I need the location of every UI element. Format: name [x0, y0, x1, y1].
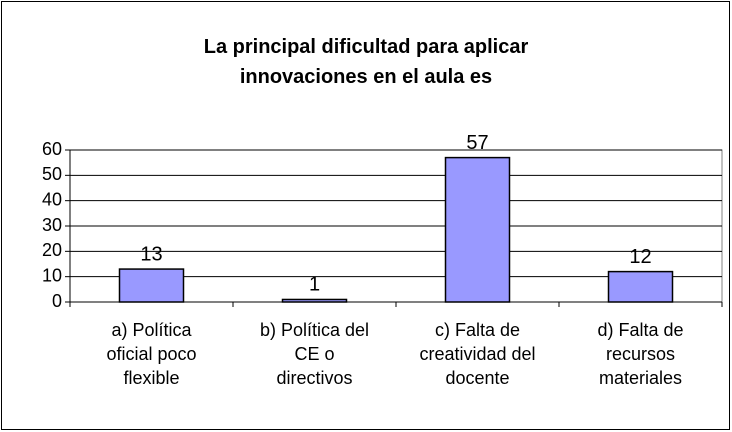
- y-tick-label: 10: [42, 265, 62, 285]
- data-label: 1: [309, 274, 320, 296]
- data-label: 12: [629, 246, 651, 268]
- bar: [607, 270, 674, 303]
- x-tick-label: c) Falta de creatividad del docente: [419, 320, 535, 388]
- chart-title: La principal dificultad para aplicar inno…: [204, 36, 529, 88]
- x-tick-label: a) Política oficial poco flexible: [106, 320, 196, 388]
- y-tick-label: 0: [52, 291, 62, 311]
- x-tick-label: b) Política del CE o directivos: [260, 320, 369, 388]
- bar: [281, 298, 348, 303]
- y-tick-label: 30: [42, 215, 62, 235]
- y-tick-label: 50: [42, 164, 62, 184]
- y-tick-label: 60: [42, 139, 62, 159]
- y-tick-label: 40: [42, 189, 62, 209]
- y-tick-label: 20: [42, 240, 62, 260]
- data-label: 57: [466, 132, 488, 154]
- x-tick-label: d) Falta de recursos materiales: [597, 320, 683, 388]
- bar: [118, 268, 185, 303]
- bar: [444, 156, 511, 303]
- data-label: 13: [140, 243, 162, 265]
